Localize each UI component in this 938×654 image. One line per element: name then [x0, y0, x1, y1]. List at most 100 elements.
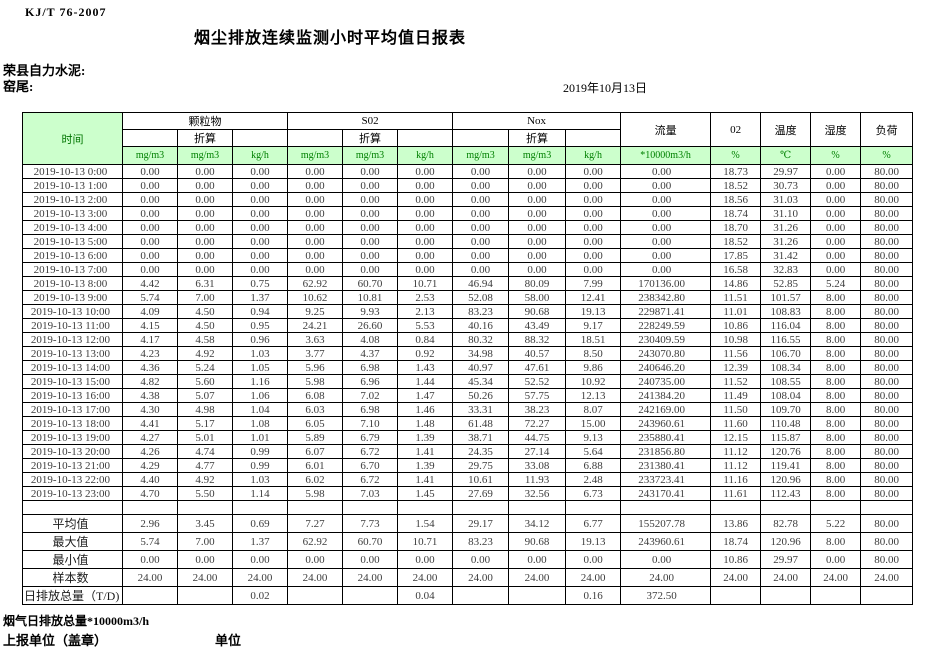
monitoring-data-table: 时间 颗粒物 S02 Nox 流量 02 温度 湿度 负荷 折算 折算 折算 m…: [22, 112, 914, 605]
table-cell: 0.00: [810, 192, 862, 207]
table-cell: 1.08: [231, 416, 289, 431]
table-cell: 6.98: [342, 402, 399, 417]
summary-label-cell: 日排放总量（T/D): [22, 586, 123, 605]
table-cell: 1.43: [397, 360, 454, 375]
table-cell: [508, 500, 567, 515]
table-cell: 5.17: [177, 416, 233, 431]
table-cell: 11.93: [508, 472, 567, 487]
table-cell: 0.99: [231, 458, 289, 473]
table-cell: 108.34: [760, 360, 812, 375]
table-cell: 24.00: [397, 568, 454, 587]
table-cell: [860, 500, 914, 515]
table-cell: 60.70: [342, 532, 399, 551]
table-cell: 0.00: [452, 248, 510, 263]
table-cell: 4.36: [122, 360, 178, 375]
table-cell: 8.00: [810, 444, 862, 459]
table-cell: 0.00: [397, 248, 454, 263]
table-cell: 18.51: [565, 332, 622, 347]
table-cell: 0.00: [122, 206, 178, 221]
table-cell: 0.00: [452, 206, 510, 221]
table-cell: 116.55: [760, 332, 812, 347]
table-cell: 80.00: [860, 444, 914, 459]
table-cell: 1.14: [231, 486, 289, 501]
table-cell: 0.00: [287, 192, 344, 207]
table-cell: 0.00: [342, 262, 399, 277]
table-cell: 62.92: [287, 532, 344, 551]
table-cell: 0.00: [810, 234, 862, 249]
table-cell: 5.98: [287, 486, 344, 501]
table-cell: 4.58: [177, 332, 233, 347]
table-cell: 0.92: [397, 346, 454, 361]
table-cell: [287, 500, 344, 515]
table-cell: 1.37: [231, 532, 289, 551]
table-cell: 80.00: [860, 472, 914, 487]
table-cell: 0.00: [620, 164, 712, 179]
table-cell: 1.39: [397, 458, 454, 473]
table-cell: 80.00: [860, 234, 914, 249]
table-cell: 18.52: [710, 234, 762, 249]
table-cell: 8.00: [810, 430, 862, 445]
table-cell: 0.00: [508, 192, 567, 207]
table-cell: 4.38: [122, 388, 178, 403]
table-cell: 44.75: [508, 430, 567, 445]
table-cell: 0.00: [122, 234, 178, 249]
table-cell: 5.74: [122, 532, 178, 551]
table-cell: 0.00: [287, 234, 344, 249]
row-time-cell: 2019-10-13 18:00: [22, 416, 123, 431]
table-cell: 26.60: [342, 318, 399, 333]
table-cell: 33.31: [452, 402, 510, 417]
table-cell: 0.00: [177, 262, 233, 277]
table-cell: 0.00: [397, 178, 454, 193]
table-cell: 229871.41: [620, 304, 712, 319]
table-cell: 30.73: [760, 178, 812, 193]
row-time-cell: 2019-10-13 1:00: [22, 178, 123, 193]
row-time-cell: 2019-10-13 17:00: [22, 402, 123, 417]
table-cell: 14.86: [710, 276, 762, 291]
table-cell: 6.72: [342, 472, 399, 487]
table-cell: 8.00: [810, 458, 862, 473]
company-name: 荣县自力水泥:: [3, 63, 86, 78]
table-cell: 31.03: [760, 192, 812, 207]
table-cell: 8.00: [810, 346, 862, 361]
table-cell: 80.00: [860, 346, 914, 361]
column-group-nox: Nox: [452, 112, 622, 130]
table-cell: 0.00: [397, 192, 454, 207]
table-cell: 120.96: [760, 472, 812, 487]
table-cell: 6.70: [342, 458, 399, 473]
table-cell: 10.86: [710, 318, 762, 333]
table-cell: 4.15: [122, 318, 178, 333]
table-cell: 108.04: [760, 388, 812, 403]
table-cell: [231, 500, 289, 515]
table-cell: 0.00: [397, 206, 454, 221]
table-cell: 0.00: [620, 248, 712, 263]
table-cell: 0.00: [620, 234, 712, 249]
table-cell: 1.54: [397, 514, 454, 533]
table-cell: 8.00: [810, 332, 862, 347]
report-date: 2019年10月13日: [563, 81, 648, 95]
table-cell: 88.32: [508, 332, 567, 347]
table-cell: 0.99: [231, 444, 289, 459]
table-cell: 1.16: [231, 374, 289, 389]
table-cell: 0.00: [810, 220, 862, 235]
page-title: 烟尘排放连续监测小时平均值日报表: [193, 30, 466, 47]
column-group-particulate: 颗粒物: [121, 112, 289, 130]
summary-label-cell: 样本数: [22, 568, 123, 587]
table-cell: 19.13: [565, 532, 622, 551]
table-cell: 0.00: [565, 220, 622, 235]
table-cell: 0.00: [177, 164, 233, 179]
table-cell: 52.52: [508, 374, 567, 389]
table-cell: 40.57: [508, 346, 567, 361]
unit-header: mg/m3: [122, 146, 178, 165]
table-cell: 0.96: [231, 332, 289, 347]
table-cell: 31.26: [760, 234, 812, 249]
table-cell: 80.00: [860, 248, 914, 263]
table-cell: [620, 500, 712, 515]
table-cell: 0.00: [810, 262, 862, 277]
table-cell: 0.84: [397, 332, 454, 347]
table-cell: [177, 586, 233, 605]
table-cell: 112.43: [760, 486, 812, 501]
table-cell: 11.61: [710, 486, 762, 501]
table-cell: 0.00: [508, 248, 567, 263]
monitoring-location: 窑尾:: [3, 79, 34, 94]
table-cell: 0.00: [342, 550, 399, 569]
